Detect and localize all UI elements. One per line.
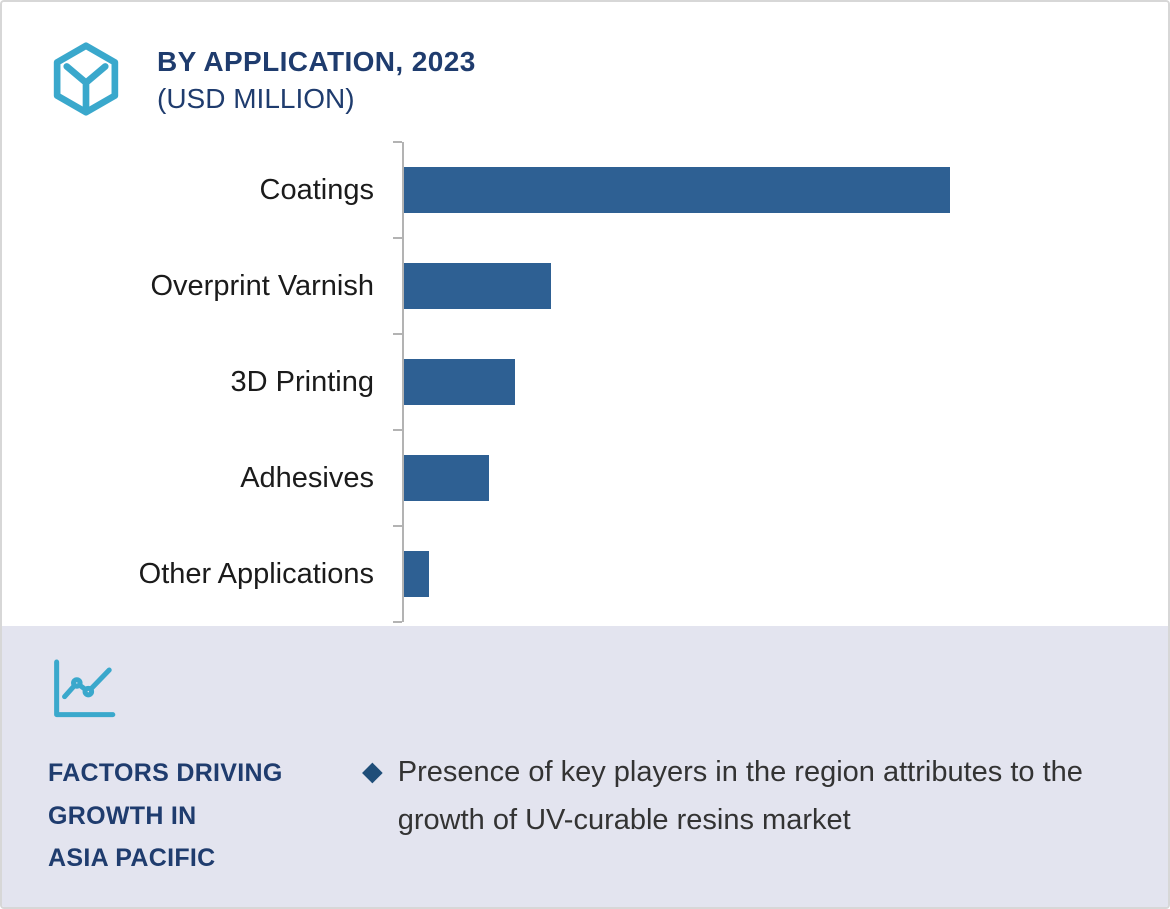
- bar-chart: Coatings Overprint Varnish 3D Printing Adhe…: [48, 141, 1143, 623]
- bar-chart-rows: Coatings Overprint Varnish 3D Printing Adhe…: [48, 141, 1143, 623]
- plot-area-row: [393, 333, 1143, 430]
- plot-area-row: [393, 141, 1143, 238]
- category-label: Adhesives: [240, 461, 374, 494]
- bar: [404, 455, 490, 501]
- factors-right-column: ◆ Presence of key players in the region …: [362, 652, 1128, 907]
- category-label: Overprint Varnish: [150, 269, 375, 302]
- factor-bullet-text: Presence of key players in the region at…: [397, 756, 1083, 837]
- line-chart-icon: [48, 652, 362, 724]
- factors-heading-line: FACTORS DRIVING: [48, 759, 283, 788]
- bar: [404, 551, 429, 597]
- chart-header: BY APPLICATION, 2023 (USD MILLION): [48, 42, 1143, 116]
- factors-section: FACTORS DRIVING GROWTH IN ASIA PACIFIC ◆…: [2, 626, 1168, 907]
- factors-left-column: FACTORS DRIVING GROWTH IN ASIA PACIFIC: [48, 652, 362, 907]
- diamond-bullet-icon: ◆: [362, 756, 383, 787]
- plot-area-row: [393, 237, 1143, 334]
- category-label: Coatings: [259, 173, 374, 206]
- bar: [404, 167, 950, 213]
- chart-row: 3D Printing: [48, 333, 1143, 430]
- chart-title: BY APPLICATION, 2023: [157, 46, 476, 77]
- hexagon-molecule-icon: [48, 42, 124, 116]
- factor-bullet-item: ◆ Presence of key players in the region …: [362, 748, 1128, 844]
- chart-row: Adhesives: [48, 429, 1143, 526]
- bar: [404, 359, 516, 405]
- bar: [404, 263, 551, 309]
- chart-subtitle: (USD MILLION): [157, 83, 355, 114]
- factors-heading-line: ASIA PACIFIC: [48, 844, 216, 873]
- chart-row: Other Applications: [48, 525, 1143, 622]
- chart-row: Coatings: [48, 141, 1143, 238]
- chart-title-block: BY APPLICATION, 2023 (USD MILLION): [157, 42, 476, 115]
- category-label: Other Applications: [138, 557, 374, 590]
- category-label: 3D Printing: [230, 365, 374, 398]
- plot-area-row: [393, 429, 1143, 526]
- plot-area-row: [393, 525, 1143, 622]
- chart-section: BY APPLICATION, 2023 (USD MILLION) Coati…: [2, 2, 1168, 627]
- chart-row: Overprint Varnish: [48, 237, 1143, 334]
- factors-heading-line: GROWTH IN: [48, 801, 197, 830]
- factors-heading: FACTORS DRIVING GROWTH IN ASIA PACIFIC: [48, 752, 362, 880]
